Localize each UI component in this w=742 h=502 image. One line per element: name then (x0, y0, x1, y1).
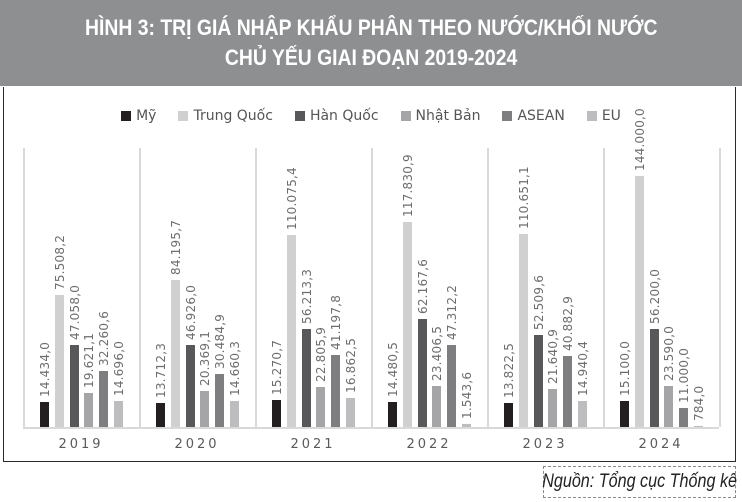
chart-legend: Mỹ Trung Quốc Hàn Quốc Nhật Bản ASEAN EU (0, 107, 742, 125)
source-note-box: Nguồn: Tổng cục Thống kê (542, 466, 737, 498)
legend-label: Trung Quốc (193, 108, 273, 124)
bar-eu-2023[interactable] (578, 400, 587, 427)
bar-hàn-quốc-2024[interactable] (650, 329, 659, 427)
bar-asean-2024[interactable] (679, 407, 688, 427)
bar-mỹ-2024[interactable] (620, 400, 629, 427)
legend-item: EU (586, 108, 621, 124)
legend-swatch-icon (586, 111, 597, 121)
legend-swatch-icon (400, 111, 411, 121)
legend-item: Trung Quốc (178, 108, 273, 124)
bar-asean-2022[interactable] (447, 344, 456, 427)
bar-nhật-bản-2019[interactable] (84, 392, 93, 427)
legend-item: Nhật Bản (400, 108, 481, 124)
bar-hàn-quốc-2023[interactable] (534, 335, 543, 427)
legend-label: Hàn Quốc (309, 108, 379, 124)
figure-title-line-2: CHỦ YẾU GIAI ĐOẠN 2019-2024 (224, 45, 518, 70)
legend-label: Mỹ (136, 108, 157, 124)
figure-title-banner: HÌNH 3: TRỊ GIÁ NHẬP KHẨU PHÂN THEO NƯỚC… (0, 0, 742, 86)
bar-trung-quốc-2020[interactable] (171, 280, 180, 427)
bar-eu-2020[interactable] (230, 401, 239, 427)
bar-mỹ-2019[interactable] (40, 401, 49, 427)
bar-trung-quốc-2024[interactable] (635, 176, 644, 427)
bar-trung-quốc-2022[interactable] (403, 221, 412, 427)
bar-trung-quốc-2023[interactable] (519, 234, 528, 427)
legend-item: ASEAN (502, 108, 565, 124)
source-note: Nguồn: Tổng cục Thống kê (542, 471, 737, 492)
bar-eu-2022[interactable] (462, 424, 471, 427)
bar-eu-2024[interactable] (694, 425, 703, 427)
bar-eu-2021[interactable] (346, 397, 355, 427)
legend-swatch-icon (294, 111, 305, 121)
chart-frame (3, 87, 736, 462)
bar-nhật-bản-2021[interactable] (316, 387, 325, 427)
legend-item: Hàn Quốc (294, 108, 379, 124)
legend-label: EU (601, 108, 621, 124)
legend-label: ASEAN (517, 108, 565, 124)
bar-asean-2019[interactable] (99, 370, 108, 427)
bar-mỹ-2022[interactable] (388, 401, 397, 427)
bar-nhật-bản-2020[interactable] (200, 391, 209, 427)
bar-hàn-quốc-2019[interactable] (70, 344, 79, 427)
bar-nhật-bản-2022[interactable] (432, 386, 441, 427)
bar-nhật-bản-2024[interactable] (664, 385, 673, 427)
legend-swatch-icon (178, 111, 189, 121)
legend-swatch-icon (121, 111, 132, 121)
bar-hàn-quốc-2022[interactable] (418, 318, 427, 427)
legend-swatch-icon (502, 111, 513, 121)
figure-title-line-1: HÌNH 3: TRỊ GIÁ NHẬP KHẨU PHÂN THEO NƯỚC… (84, 15, 658, 40)
legend-label: Nhật Bản (415, 108, 481, 124)
legend-item: Mỹ (121, 108, 156, 124)
bar-eu-2019[interactable] (114, 401, 123, 427)
bar-trung-quốc-2021[interactable] (287, 235, 296, 427)
bar-mỹ-2021[interactable] (272, 400, 281, 427)
bar-trung-quốc-2019[interactable] (55, 295, 64, 427)
bar-mỹ-2020[interactable] (156, 403, 165, 427)
bar-asean-2023[interactable] (563, 355, 572, 427)
bar-nhật-bản-2023[interactable] (548, 389, 557, 427)
bar-hàn-quốc-2020[interactable] (186, 345, 195, 427)
bar-asean-2021[interactable] (331, 355, 340, 427)
bar-asean-2020[interactable] (215, 373, 224, 427)
bar-hàn-quốc-2021[interactable] (302, 329, 311, 427)
bar-mỹ-2023[interactable] (504, 402, 513, 427)
